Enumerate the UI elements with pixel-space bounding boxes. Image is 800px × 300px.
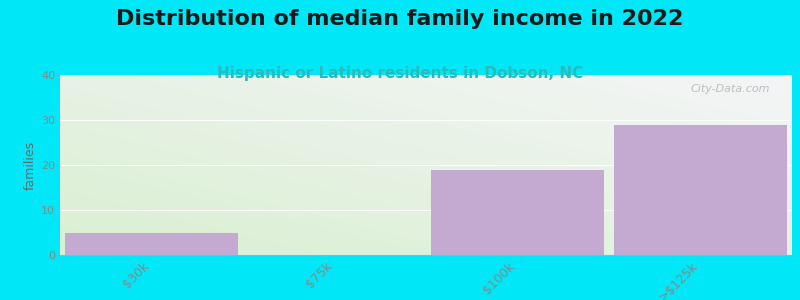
Text: Hispanic or Latino residents in Dobson, NC: Hispanic or Latino residents in Dobson, … [217, 66, 583, 81]
Text: Distribution of median family income in 2022: Distribution of median family income in … [116, 9, 684, 29]
Bar [430, 169, 605, 255]
Text: City-Data.com: City-Data.com [690, 84, 770, 94]
Y-axis label: families: families [24, 140, 37, 190]
Bar [614, 124, 787, 255]
Bar [65, 232, 238, 255]
